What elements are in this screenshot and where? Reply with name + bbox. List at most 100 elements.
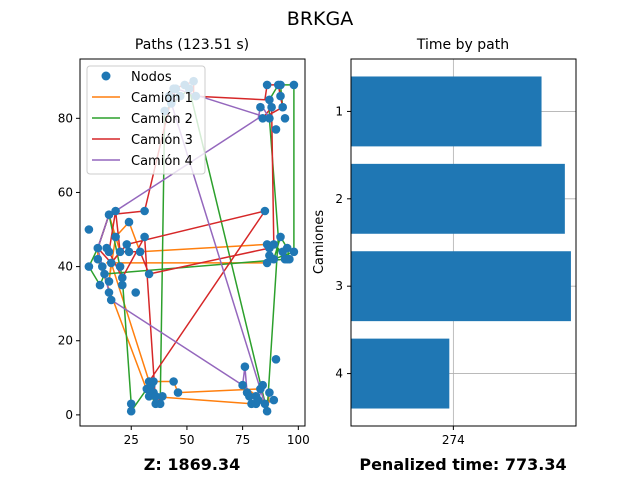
node-point — [245, 392, 254, 401]
y-tick-label: 3 — [335, 279, 343, 293]
node-point — [104, 247, 114, 257]
node-point — [100, 269, 109, 279]
node-point — [118, 280, 127, 290]
node-point — [84, 262, 94, 271]
node-point — [269, 240, 279, 249]
node-point — [126, 399, 136, 409]
paths-x-axis: 25 50 75 100 — [124, 426, 310, 447]
node-point — [271, 125, 281, 134]
node-point — [95, 280, 105, 290]
node-point — [93, 254, 103, 264]
node-point — [276, 80, 285, 90]
node-point — [240, 362, 250, 372]
time-bar-3 — [351, 251, 571, 322]
node-point — [253, 395, 263, 405]
node-point — [169, 377, 178, 386]
y-tick-label: 20 — [58, 334, 73, 348]
x-tick-label: 100 — [287, 433, 310, 447]
node-point — [106, 258, 116, 268]
node-point — [155, 399, 165, 409]
x-tick-label: 75 — [235, 433, 250, 447]
node-point — [173, 388, 183, 397]
legend-truck3-label: Camión 3 — [131, 133, 193, 148]
paths-chart-title: Paths (123.51 s) — [135, 37, 249, 53]
node-point — [262, 406, 272, 416]
node-point — [265, 388, 274, 397]
time-bar-4 — [351, 338, 450, 409]
time-bar-1 — [351, 76, 542, 147]
node-point — [115, 262, 125, 271]
figure-title: BRKGA — [287, 8, 353, 30]
x-tick-label: 25 — [124, 433, 139, 447]
y-tick-label: 2 — [335, 192, 343, 206]
node-point — [124, 217, 134, 227]
node-point — [276, 91, 285, 101]
time-y-axis-label: Camiones — [312, 210, 327, 275]
node-point — [126, 406, 136, 416]
node-point — [158, 392, 167, 401]
node-point — [104, 210, 114, 219]
node-point — [144, 269, 154, 279]
node-point — [122, 240, 132, 249]
node-point — [271, 355, 281, 364]
node-point — [260, 206, 270, 216]
node-point — [135, 247, 145, 257]
node-point — [98, 262, 107, 271]
node-point — [118, 273, 127, 283]
node-point — [267, 102, 276, 112]
x-tick-label: 274 — [442, 433, 465, 447]
node-point — [265, 95, 274, 105]
node-point — [140, 232, 149, 242]
objective-z-label: Z: 1869.34 — [144, 455, 240, 474]
node-point — [280, 114, 290, 123]
time-chart: Time by path 274 1 2 3 4 Camiones Penalized… — [312, 37, 577, 474]
paths-y-axis: 0 20 40 60 80 — [58, 111, 80, 422]
node-point — [265, 114, 274, 123]
node-point — [269, 254, 279, 264]
y-tick-label: 60 — [58, 185, 73, 199]
time-plot-frame — [350, 58, 577, 427]
legend-nodes-marker — [101, 71, 111, 81]
node-point — [124, 247, 134, 257]
time-bar-2 — [351, 163, 565, 234]
node-point — [262, 80, 272, 90]
node-point — [149, 377, 158, 386]
paths-chart: Paths (123.51 s) 25 50 75 100 0 20 40 60 80 Nod… — [58, 37, 310, 474]
node-point — [115, 247, 125, 257]
node-point — [104, 277, 114, 286]
node-point — [258, 380, 268, 390]
node-point — [111, 206, 120, 216]
node-point — [93, 243, 103, 253]
node-point — [282, 243, 292, 253]
time-chart-title: Time by path — [416, 37, 509, 53]
node-point — [111, 232, 120, 242]
node-point — [84, 225, 94, 234]
y-tick-label: 40 — [58, 260, 73, 274]
node-point — [238, 380, 247, 390]
node-point — [289, 80, 299, 90]
paths-plot-frame — [79, 58, 306, 427]
node-point — [276, 232, 285, 242]
node-point — [262, 258, 272, 268]
node-point — [131, 288, 140, 297]
node-points — [84, 76, 299, 416]
paths-legend: Nodos Camión 1 Camión 2 Camión 3 Camión … — [86, 65, 206, 175]
y-tick-label: 80 — [58, 111, 73, 125]
node-point — [278, 102, 288, 112]
node-point — [260, 399, 270, 409]
legend-nodes-label: Nodos — [131, 70, 172, 85]
time-x-axis: 274 — [442, 426, 465, 447]
legend-truck4-label: Camión 4 — [131, 154, 193, 169]
node-point — [104, 288, 114, 297]
node-point — [256, 102, 265, 112]
penalized-time-label: Penalized time: 773.34 — [359, 455, 566, 474]
node-point — [151, 392, 160, 401]
legend-truck2-label: Camión 2 — [131, 112, 193, 127]
y-tick-label: 1 — [335, 104, 343, 118]
node-point — [258, 114, 268, 123]
node-point — [289, 247, 299, 257]
y-tick-label: 0 — [65, 408, 73, 422]
y-tick-label: 4 — [335, 367, 343, 381]
node-point — [106, 295, 116, 305]
